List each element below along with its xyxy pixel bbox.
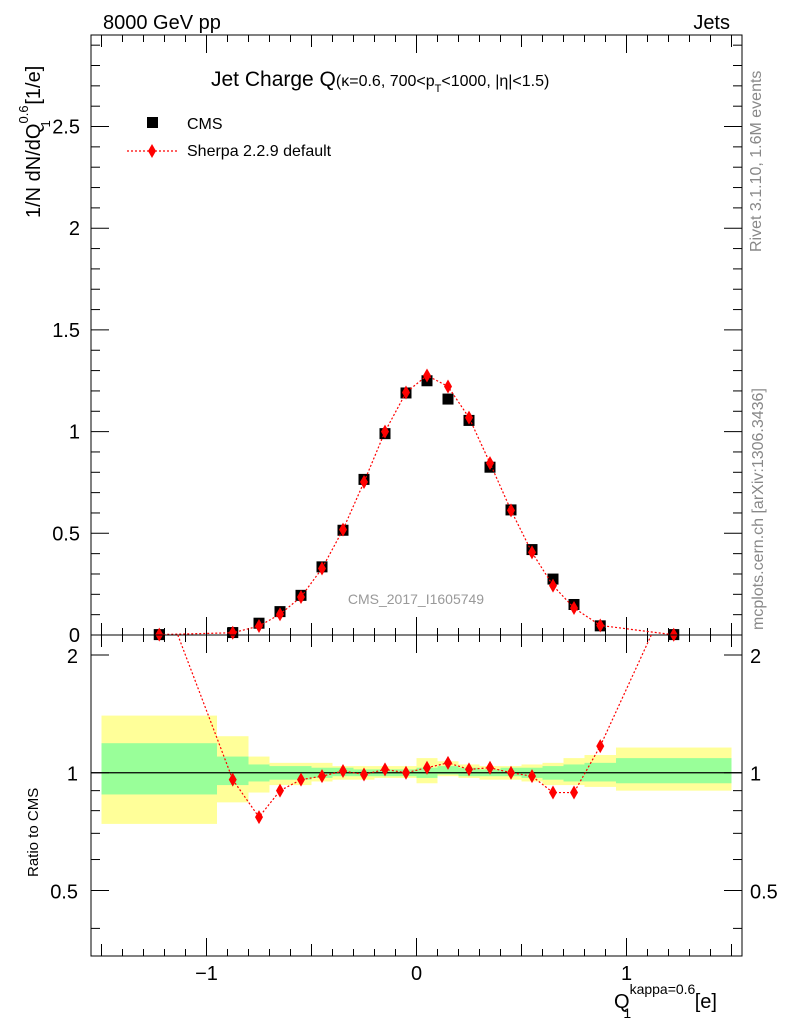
main-y-axis-label-base: 1/N dN/dQ [23,124,45,218]
ratio-sherpa-point [228,772,237,787]
sherpa-data-point [402,385,410,400]
sherpa-data-point [255,619,263,634]
legend-marker-sherpa [148,144,156,158]
sherpa-data-point [444,379,452,394]
ratio-sherpa-point [276,783,284,798]
main-y-axis-label-sup: 0.6 [16,105,31,123]
x-axis-label-sup: kappa=0.6 [630,981,696,997]
inner-band-bin [101,743,217,795]
x-axis-label: Qkappa=0.6 1 [e] [614,981,717,1021]
sherpa-data-point [276,607,284,622]
ratio-uncertainty-bands [101,715,732,824]
sherpa-line [159,374,674,636]
ratio-sherpa-point [402,765,410,780]
ratio-sherpa-point [381,762,389,777]
ratio-sherpa-point [444,755,452,770]
legend: CMS Sherpa 2.2.9 default [127,116,332,160]
ratio-y-tick-label: 0.5 [50,881,78,903]
main-y-axis-label-unit: [1/e] [23,66,45,110]
y-tick-label: 0.5 [52,523,80,545]
inner-band-bin [616,758,732,784]
analysis-watermark: CMS_2017_I1605749 [348,591,484,607]
sherpa-data-point [339,522,347,537]
ratio-sherpa-point [360,767,368,782]
main-y-tick-labels: 0 0.5 1 1.5 2 2.5 [52,117,80,647]
ratio-plot-marks [91,634,742,825]
plot-title-detail-end: <1000, |η|<1.5) [441,73,549,90]
ratio-sherpa-point [297,772,305,787]
sherpa-data-point [549,578,557,593]
sherpa-data-point [570,600,578,615]
ratio-sherpa-point [549,785,557,800]
ratio-offscale-segment [599,634,652,747]
ratio-sherpa-point [528,769,536,784]
ratio-y-tick-label: 1 [67,764,78,786]
x-axis-label-sub: 1 [623,1005,631,1021]
sherpa-data-point [596,618,605,633]
ratio-y-tick-labels: 0.5 0.5 1 1 2 2 [50,646,778,903]
legend-label-sherpa: Sherpa 2.2.9 default [187,143,332,160]
x-tick-label: −1 [195,963,218,985]
ratio-sherpa-point [423,760,431,775]
ratio-y-tick-label: 2 [67,646,78,668]
ratio-sherpa-line [232,745,601,819]
y-tick-label: 2.5 [52,117,80,139]
y-tick-label: 0 [69,625,80,647]
ratio-y-tick-label-right: 1 [750,764,761,786]
ratio-sherpa-point [507,765,515,780]
ratio-sherpa-point [596,739,605,754]
legend-label-cms: CMS [187,116,223,133]
main-y-axis-label-sub: 1 [38,120,53,127]
ratio-sherpa-point [465,762,473,777]
inner-band-bin [437,766,459,775]
sherpa-data-point [381,424,389,439]
plot-title-main: Jet Charge Q [211,68,336,91]
energy-label: 8000 GeV pp [103,12,221,34]
ratio-sherpa-point [255,810,263,825]
sherpa-data-point [360,475,368,490]
main-axis-ticks [91,35,742,636]
ratio-sherpa-point [486,760,494,775]
y-tick-label: 1 [69,422,80,444]
sherpa-data-point [465,410,473,425]
cms-data-point [442,393,454,405]
main-panel: 0 0.5 1 1.5 2 2.5 Jet Charge Q(κ=0.6, 700<pT<… [16,34,743,647]
x-axis-label-unit: [e] [689,991,717,1013]
plot-title: Jet Charge Q(κ=0.6, 700<pT<1000, |η|<1.5… [211,68,549,95]
plot-title-detail-sub: T [435,83,442,95]
x-axis-label-base: Q [614,991,630,1013]
ratio-sherpa-point [339,764,347,779]
sherpa-data-point [486,456,494,471]
sherpa-data-point [528,545,536,560]
category-label: Jets [693,12,730,34]
y-tick-label: 1.5 [52,320,80,342]
x-tick-labels: −1 0 1 [195,963,632,985]
main-y-axis-label: 1/N dN/dQ0.6 1 [1/e] [16,66,53,218]
sherpa-data-point [507,503,515,518]
ratio-y-tick-label-right: 0.5 [750,881,778,903]
legend-marker-cms [147,117,158,128]
x-tick-label: 0 [411,963,422,985]
ratio-y-tick-label-right: 2 [750,646,761,668]
sherpa-data-point [318,561,326,576]
x-tick-label: 1 [621,963,632,985]
sherpa-data-point [423,368,431,383]
sherpa-data-point [228,625,237,640]
ratio-axis-ticks [91,635,742,956]
sherpa-data-point [297,589,305,604]
ratio-y-axis-label: Ratio to CMS [25,788,42,877]
ratio-sherpa-point [318,769,326,784]
rivet-version-label: Rivet 3.1.10, 1.6M events [748,71,765,252]
source-label: mcplots.cern.ch [arXiv:1306.3436] [750,388,767,630]
ratio-sherpa-point [570,785,578,800]
ratio-offscale-segment [177,634,234,780]
y-tick-label: 2 [69,218,80,240]
ratio-panel: 0.5 0.51 12 2 −1 0 1 Ratio to CMS Qkappa=0.6 1… [25,634,778,1021]
plot-title-detail: (κ=0.6, 700<p [336,73,435,90]
